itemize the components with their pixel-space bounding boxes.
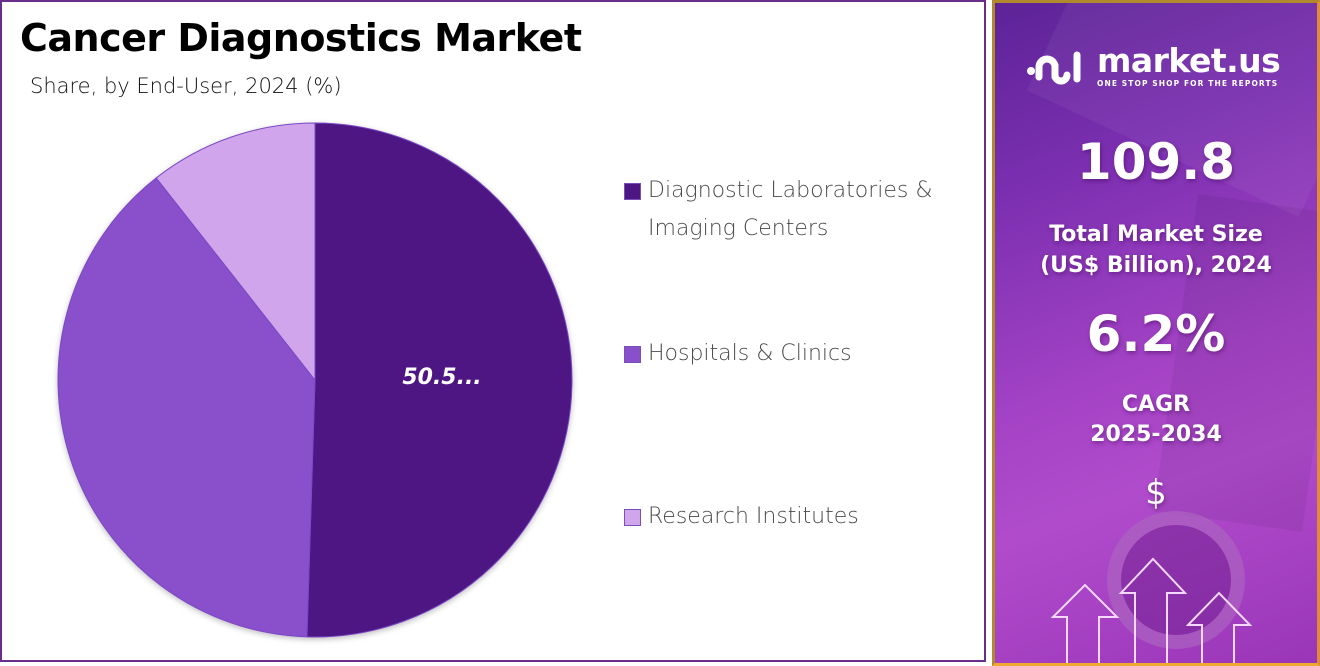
market-size-label-line1: Total Market Size bbox=[1049, 222, 1263, 247]
legend-label: Hospitals & Clinics bbox=[648, 341, 852, 366]
market-size-label-line2: (US$ Billion), 2024 bbox=[1040, 253, 1272, 278]
cagr-label-line2: 2025-2034 bbox=[1090, 422, 1222, 447]
pie-chart: 50.5... bbox=[52, 118, 578, 644]
pie-slice-diagnostic-labs bbox=[306, 122, 573, 638]
pie-slice-hospitals-clinics bbox=[57, 177, 316, 638]
legend-item-hospitals-clinics: Hospitals & Clinics bbox=[624, 335, 978, 373]
legend-item-diagnostic-labs: Diagnostic Laboratories & Imaging Center… bbox=[624, 172, 978, 248]
chart-title: Cancer Diagnostics Market bbox=[20, 16, 582, 60]
chart-subtitle: Share, by End-User, 2024 (%) bbox=[30, 74, 342, 98]
stats-sidebar: market.us ONE STOP SHOP FOR THE REPORTS … bbox=[992, 0, 1320, 666]
brand-name: market.us bbox=[1097, 41, 1281, 80]
chart-panel: Cancer Diagnostics Market Share, by End-… bbox=[0, 0, 986, 662]
market-us-logo-icon bbox=[1027, 51, 1081, 84]
legend-swatch bbox=[624, 346, 641, 363]
legend-label: Research Institutes bbox=[648, 504, 859, 529]
legend-label: Diagnostic Laboratories & Imaging Center… bbox=[648, 178, 933, 241]
cagr-value: 6.2% bbox=[1086, 305, 1226, 363]
legend-swatch bbox=[624, 183, 641, 200]
legend-item-research-institutes: Research Institutes bbox=[624, 498, 978, 536]
market-size-value: 109.8 bbox=[1076, 133, 1236, 191]
pie-chart-svg: 50.5... bbox=[57, 122, 573, 638]
brand-tagline: ONE STOP SHOP FOR THE REPORTS bbox=[1097, 79, 1279, 88]
legend-swatch bbox=[624, 509, 641, 526]
dollar-icon: $ bbox=[1145, 473, 1167, 513]
background-cup-image bbox=[1107, 511, 1245, 649]
cagr-label-line1: CAGR bbox=[1121, 392, 1191, 417]
slice-label-diagnostic-labs: 50.5... bbox=[402, 365, 481, 390]
growth-arrows-icon bbox=[1050, 557, 1253, 663]
pie-slice-research-institutes bbox=[155, 122, 316, 382]
brand-logo: market.us ONE STOP SHOP FOR THE REPORTS bbox=[1025, 41, 1281, 88]
